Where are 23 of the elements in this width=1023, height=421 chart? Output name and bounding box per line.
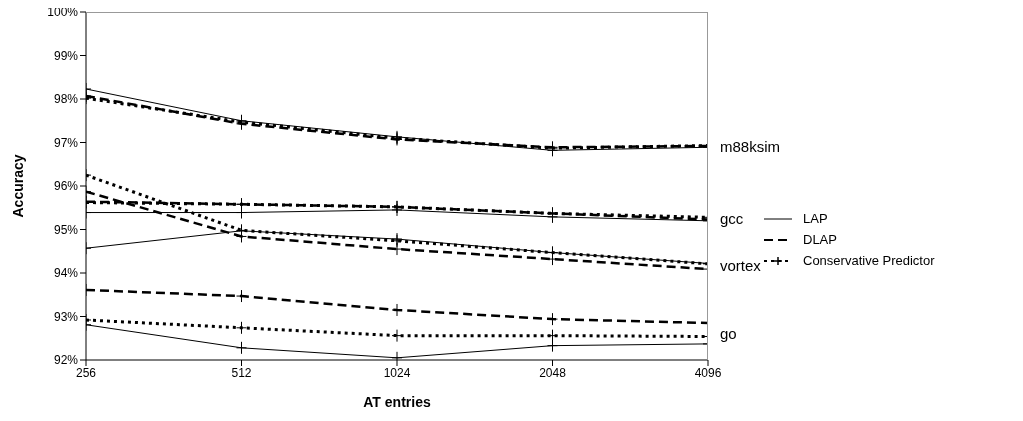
- y-tick-label: 100%: [47, 5, 79, 20]
- y-axis-title: Accuracy: [9, 154, 26, 218]
- y-tick-label: 95%: [53, 222, 79, 237]
- annotation: gcc: [720, 209, 744, 227]
- x-tick-label: 1024: [383, 365, 411, 380]
- y-tick-label: 99%: [53, 48, 79, 63]
- x-tick-label: 2048: [539, 365, 567, 380]
- x-tick-label: 4096: [694, 365, 722, 380]
- legend-label: LAP: [803, 211, 828, 226]
- annotation: vortex: [720, 257, 761, 275]
- y-tick-label: 93%: [53, 309, 79, 324]
- y-tick-label: 98%: [53, 92, 79, 107]
- annotation: m88ksim: [720, 137, 781, 155]
- x-tick-label: 512: [231, 365, 252, 380]
- x-axis-title: AT entries: [363, 394, 431, 410]
- y-tick-label: 96%: [53, 179, 79, 194]
- y-tick-label: 92%: [53, 353, 79, 368]
- x-tick-label: 256: [75, 365, 97, 380]
- y-tick-label: 97%: [53, 135, 79, 150]
- legend-label: DLAP: [803, 232, 837, 247]
- annotation: go: [720, 324, 737, 342]
- legend-label: Conservative Predictor: [803, 253, 935, 268]
- y-tick-label: 94%: [53, 266, 79, 281]
